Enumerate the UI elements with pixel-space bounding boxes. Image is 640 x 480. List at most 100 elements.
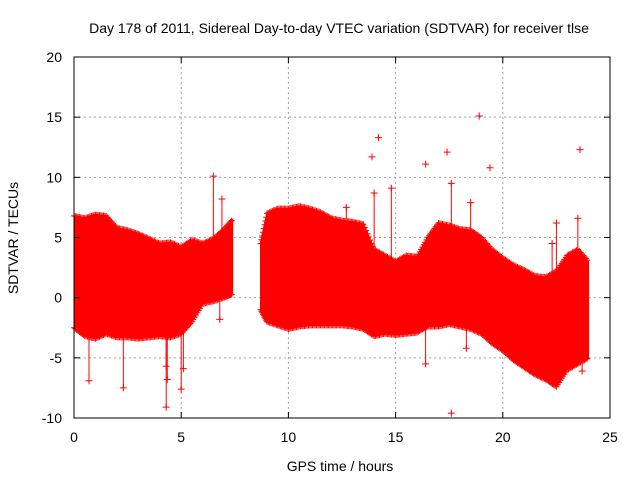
y-tick-label: 5 (54, 230, 62, 246)
x-tick-label: 5 (177, 429, 185, 445)
data-point (200, 239, 207, 246)
data-point (267, 208, 274, 215)
data-point (154, 239, 161, 246)
data-point (369, 243, 376, 250)
data-point (140, 233, 147, 240)
outlier-point (387, 184, 395, 192)
data-point (531, 371, 538, 378)
data-point (584, 257, 591, 264)
data-band (73, 214, 234, 340)
outlier-point (218, 195, 226, 203)
data-point (199, 240, 206, 247)
y-tick-label: 20 (46, 49, 62, 65)
data-point (96, 333, 103, 340)
data-point (511, 262, 518, 269)
data-point (80, 332, 87, 339)
data-point (263, 214, 270, 221)
outlier-point (162, 362, 170, 370)
outlier-point (447, 409, 455, 417)
data-point (174, 242, 181, 249)
data-point (152, 238, 159, 245)
data-point (95, 334, 102, 341)
data-point (537, 374, 544, 381)
outlier-point (85, 377, 93, 385)
data-point (518, 265, 525, 272)
data-point (326, 214, 333, 221)
data-point (93, 334, 100, 341)
outlier-point (486, 164, 494, 172)
data-point (534, 372, 541, 379)
outlier-point (179, 365, 187, 373)
data-point (136, 231, 143, 238)
data-point (142, 233, 149, 240)
outlier-point (443, 148, 451, 156)
data-point (515, 264, 522, 271)
data-point (150, 237, 157, 244)
data-point (473, 328, 479, 335)
outlier-point (422, 360, 430, 368)
data-point (360, 221, 367, 228)
data-point (582, 356, 589, 363)
y-tick-label: 15 (46, 109, 62, 125)
data-series (71, 112, 591, 417)
data-point (202, 239, 209, 246)
data-point (364, 230, 371, 237)
outlier-point (342, 203, 350, 211)
outlier-point (462, 344, 470, 352)
data-point (273, 206, 280, 213)
data-point (573, 247, 580, 254)
data-point (259, 232, 266, 239)
data-point (552, 382, 559, 389)
outlier-point (578, 367, 586, 375)
data-point (97, 333, 104, 340)
data-point (167, 239, 174, 246)
data-point (540, 375, 546, 382)
data-point (147, 236, 154, 243)
data-point (172, 241, 179, 248)
x-tick-label: 20 (495, 429, 511, 445)
data-point (535, 373, 542, 380)
data-point (519, 266, 526, 273)
data-point (260, 225, 267, 232)
data-point (513, 263, 520, 270)
x-tick-label: 10 (281, 429, 297, 445)
data-point (467, 325, 474, 332)
data-point (538, 374, 545, 381)
data-point (143, 234, 150, 241)
outlier-point (163, 375, 171, 383)
data-point (552, 268, 559, 275)
y-tick-label: 0 (54, 290, 62, 306)
outlier-point (447, 179, 455, 187)
data-point (263, 210, 270, 217)
data-point (259, 229, 266, 236)
y-tick-label: 10 (46, 169, 62, 185)
y-tick-label: -10 (42, 410, 62, 426)
x-tick-label: 25 (602, 429, 618, 445)
outlier-point (548, 240, 556, 248)
data-point (138, 232, 144, 239)
data-point (470, 327, 477, 334)
data-point (475, 329, 482, 336)
data-point (92, 335, 99, 342)
data-point (146, 235, 153, 242)
data-point (206, 237, 213, 244)
data-point (514, 263, 521, 270)
data-point (517, 265, 524, 272)
data-point (365, 233, 372, 240)
data-band (260, 205, 590, 388)
data-point (135, 230, 142, 237)
x-tick-label: 15 (388, 429, 404, 445)
data-point (272, 206, 278, 213)
data-point (144, 235, 151, 242)
data-point (584, 355, 591, 362)
data-point (228, 217, 235, 224)
data-point (266, 209, 273, 216)
y-axis-label: SDTVAR / TECUs (5, 182, 21, 294)
outlier-point (467, 199, 475, 207)
data-point (170, 240, 177, 247)
data-point (203, 238, 210, 245)
data-point (205, 238, 211, 245)
data-point (265, 209, 272, 216)
data-point (257, 240, 264, 247)
